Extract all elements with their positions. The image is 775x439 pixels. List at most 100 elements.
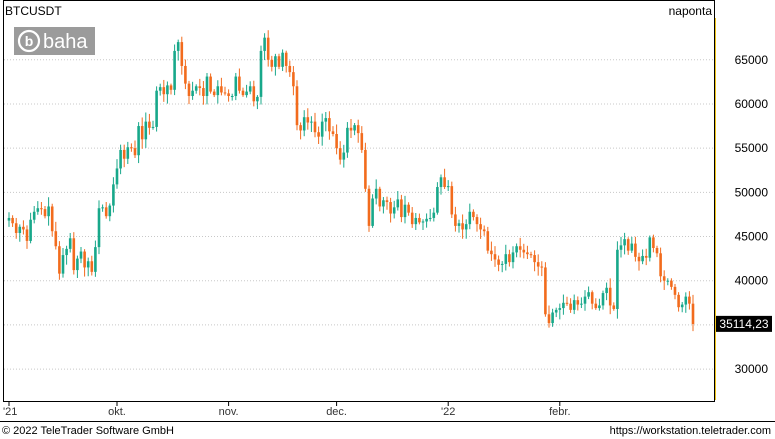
- candle-body: [580, 303, 583, 305]
- candle: [612, 302, 616, 311]
- candle-body: [324, 118, 328, 122]
- candle: [688, 291, 691, 310]
- candle-body: [371, 198, 374, 226]
- candle: [29, 212, 32, 244]
- candle: [79, 246, 83, 264]
- candle-body: [126, 147, 130, 159]
- candle: [529, 251, 533, 258]
- candle: [515, 243, 518, 258]
- candle-body: [576, 300, 580, 305]
- candle: [662, 270, 666, 290]
- candle: [151, 120, 155, 130]
- candle: [407, 202, 410, 216]
- candle: [619, 236, 623, 258]
- candle-body: [378, 188, 382, 207]
- candle: [454, 206, 457, 232]
- candle-body: [144, 121, 148, 140]
- candle-body: [662, 276, 666, 281]
- candle-body: [461, 223, 464, 230]
- candle-body: [482, 229, 486, 232]
- candle-body: [108, 205, 112, 217]
- candle-body: [130, 147, 133, 149]
- candle-body: [18, 226, 22, 233]
- y-tick-label: 50000: [735, 185, 769, 199]
- candle-body: [565, 302, 569, 304]
- candle: [155, 86, 158, 132]
- x-axis: '21 okt. nov. dec. '22 febr.: [3, 402, 571, 418]
- candle: [259, 45, 263, 105]
- candle-body: [612, 305, 616, 309]
- candle-body: [266, 37, 270, 60]
- candle-body: [414, 217, 418, 225]
- candle-body: [313, 121, 317, 133]
- candle-body: [230, 96, 234, 97]
- candle: [608, 278, 612, 315]
- x-tick-label: '22: [441, 406, 455, 418]
- candle-body: [342, 152, 346, 160]
- candle: [281, 49, 284, 72]
- candle: [288, 60, 292, 77]
- candle-body: [151, 126, 155, 128]
- candle-body: [22, 226, 25, 230]
- candle-body: [400, 199, 403, 218]
- interval-label: naponta: [669, 4, 713, 18]
- candle: [248, 81, 252, 95]
- candle-body: [97, 208, 101, 248]
- candle: [223, 86, 227, 96]
- candle-body: [572, 300, 576, 310]
- candle-body: [338, 148, 342, 160]
- candle-body: [684, 296, 688, 305]
- candle: [508, 249, 511, 267]
- candle: [72, 232, 76, 275]
- candle: [511, 246, 515, 269]
- candle-body: [540, 266, 544, 268]
- candle: [90, 255, 94, 276]
- candle: [378, 186, 382, 212]
- candle: [684, 292, 688, 313]
- candle: [176, 39, 180, 61]
- candle: [166, 81, 169, 104]
- candle-body: [655, 248, 659, 254]
- candle: [576, 296, 580, 311]
- copyright-text: © 2022 TeleTrader Software GmbH: [2, 425, 174, 437]
- candle-body: [184, 65, 187, 84]
- candle-body: [263, 37, 266, 51]
- candle-body: [270, 59, 274, 67]
- candle-body: [454, 214, 457, 226]
- candle-body: [90, 261, 94, 272]
- candle-body: [497, 259, 500, 265]
- y-tick-label: 55000: [735, 141, 769, 155]
- candle-body: [194, 86, 198, 91]
- candle-body: [554, 309, 558, 313]
- candle-body: [140, 126, 144, 140]
- candle-body: [605, 287, 608, 294]
- candle-body: [248, 86, 252, 92]
- candle: [198, 78, 202, 96]
- candle-body: [292, 72, 295, 87]
- candle-body: [356, 125, 360, 134]
- candle: [482, 225, 486, 236]
- candle: [349, 119, 353, 138]
- candle: [104, 201, 108, 219]
- candle-body: [284, 52, 288, 66]
- candle-body: [346, 127, 349, 153]
- candle-body: [317, 132, 320, 137]
- candle-body: [212, 91, 216, 96]
- candle: [493, 246, 497, 267]
- candle-body: [652, 237, 655, 248]
- candle-body: [630, 243, 634, 251]
- plot-frame: [3, 0, 715, 402]
- candle-body: [644, 255, 648, 258]
- svg-text:b: b: [25, 33, 34, 49]
- candle: [634, 236, 637, 262]
- candle: [590, 290, 594, 310]
- candle: [356, 119, 360, 143]
- y-tick-label: 40000: [735, 274, 769, 288]
- candle: [540, 261, 544, 277]
- candle-body: [209, 76, 212, 92]
- candle-body: [216, 86, 220, 96]
- candle-body: [29, 219, 32, 241]
- y-tick-label: 65000: [735, 53, 769, 67]
- candle: [461, 214, 464, 239]
- candle: [252, 80, 256, 107]
